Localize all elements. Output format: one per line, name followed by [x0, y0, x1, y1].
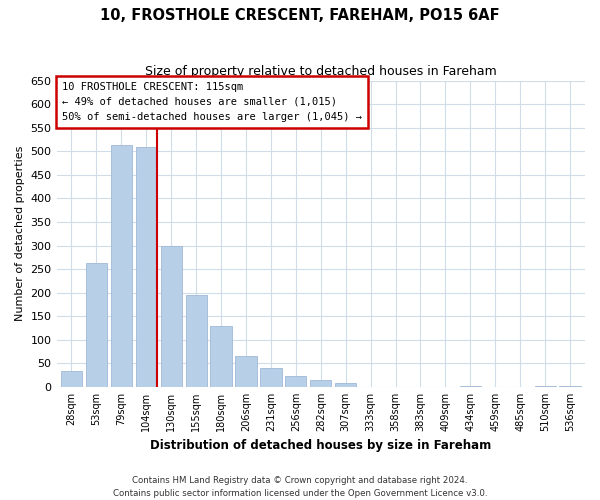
Bar: [535, 386, 556, 387]
Bar: [111, 145, 132, 387]
Bar: [61, 372, 82, 387]
Bar: [136, 146, 157, 387]
Title: Size of property relative to detached houses in Fareham: Size of property relative to detached ho…: [145, 65, 497, 78]
Text: Contains HM Land Registry data © Crown copyright and database right 2024.
Contai: Contains HM Land Registry data © Crown c…: [113, 476, 487, 498]
Bar: [161, 246, 182, 387]
Bar: [285, 376, 307, 387]
Bar: [260, 368, 281, 387]
Bar: [185, 294, 207, 387]
Bar: [559, 386, 581, 387]
Bar: [211, 326, 232, 387]
Bar: [310, 380, 331, 387]
X-axis label: Distribution of detached houses by size in Fareham: Distribution of detached houses by size …: [150, 440, 491, 452]
Bar: [460, 386, 481, 387]
Text: 10 FROSTHOLE CRESCENT: 115sqm
← 49% of detached houses are smaller (1,015)
50% o: 10 FROSTHOLE CRESCENT: 115sqm ← 49% of d…: [62, 82, 362, 122]
Bar: [335, 383, 356, 387]
Bar: [86, 263, 107, 387]
Y-axis label: Number of detached properties: Number of detached properties: [15, 146, 25, 322]
Text: 10, FROSTHOLE CRESCENT, FAREHAM, PO15 6AF: 10, FROSTHOLE CRESCENT, FAREHAM, PO15 6A…: [100, 8, 500, 22]
Bar: [235, 356, 257, 387]
